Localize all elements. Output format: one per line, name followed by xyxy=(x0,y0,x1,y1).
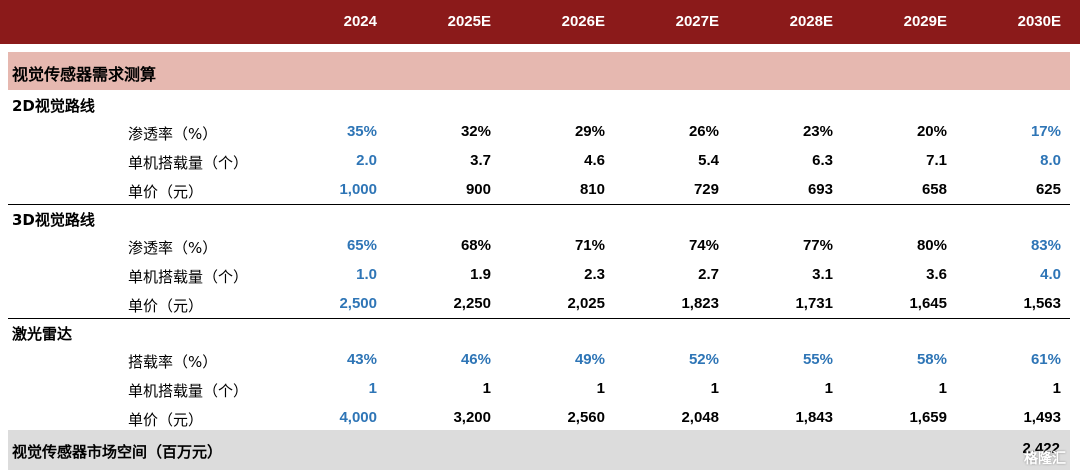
table-cell: 1,659 xyxy=(909,409,947,426)
table-cell: 2,560 xyxy=(567,409,605,426)
section-divider xyxy=(8,204,1070,205)
row-label: 渗透率（%） xyxy=(128,239,218,257)
table-cell: 8.0 xyxy=(1040,152,1061,169)
table-cell: 83% xyxy=(1030,237,1061,254)
table-cell: 2.3 xyxy=(584,266,605,283)
row-label: 单机搭载量（个） xyxy=(128,382,249,400)
row-label: 单价（元） xyxy=(128,297,204,315)
table-cell: 74% xyxy=(688,237,719,254)
year-header-2029e: 2029E xyxy=(903,13,947,30)
table-cell: 1,731 xyxy=(795,295,833,312)
year-header-2026e: 2026E xyxy=(561,13,605,30)
watermark-logo: 格隆汇 xyxy=(1024,451,1066,467)
year-header-bar: 2024 2025E 2026E 2027E 2028E 2029E 2030E xyxy=(0,0,1080,44)
table-cell: 65% xyxy=(346,237,377,254)
row-label: 单机搭载量（个） xyxy=(128,154,249,172)
table-cell: 77% xyxy=(802,237,833,254)
table-cell: 1,843 xyxy=(795,409,833,426)
table-cell: 17% xyxy=(1030,123,1061,140)
table-cell: 1 xyxy=(596,380,605,397)
table-cell: 2.7 xyxy=(698,266,719,283)
year-header-2030e: 2030E xyxy=(1017,13,1061,30)
row-label: 单价（元） xyxy=(128,411,204,429)
table-cell: 68% xyxy=(460,237,491,254)
table-cell: 1,563 xyxy=(1023,295,1061,312)
table-cell: 1 xyxy=(710,380,719,397)
section-divider xyxy=(8,318,1070,319)
table-cell: 1.9 xyxy=(470,266,491,283)
section-title-lidar: 激光雷达 xyxy=(12,325,73,343)
table-cell: 3.1 xyxy=(812,266,833,283)
band-title: 视觉传感器需求测算 xyxy=(12,65,157,84)
table-cell: 3,200 xyxy=(453,409,491,426)
table-cell: 58% xyxy=(916,351,947,368)
table-cell: 61% xyxy=(1030,351,1061,368)
table-cell: 4.0 xyxy=(1040,266,1061,283)
table-cell: 3.6 xyxy=(926,266,947,283)
table-cell: 900 xyxy=(465,181,491,198)
table-cell: 4,000 xyxy=(339,409,377,426)
table-cell: 2,250 xyxy=(453,295,491,312)
table-cell: 49% xyxy=(574,351,605,368)
table-cell: 2,025 xyxy=(567,295,605,312)
table-cell: 810 xyxy=(579,181,605,198)
table-cell: 1 xyxy=(824,380,833,397)
table-cell: 1 xyxy=(1052,380,1061,397)
table-cell: 35% xyxy=(346,123,377,140)
table-cell: 29% xyxy=(574,123,605,140)
table-cell: 46% xyxy=(460,351,491,368)
year-header-2028e: 2028E xyxy=(789,13,833,30)
row-label: 单价（元） xyxy=(128,183,204,201)
table-cell: 80% xyxy=(916,237,947,254)
table-cell: 32% xyxy=(460,123,491,140)
table-cell: 1,493 xyxy=(1023,409,1061,426)
section-title-3d: 3D视觉路线 xyxy=(12,211,95,229)
table-cell: 1,000 xyxy=(339,181,377,198)
year-header-2025e: 2025E xyxy=(447,13,491,30)
row-label: 搭载率（%） xyxy=(128,353,218,371)
table-cell: 20% xyxy=(916,123,947,140)
table-cell: 5.4 xyxy=(698,152,719,169)
year-header-2024: 2024 xyxy=(343,13,377,30)
table-cell: 658 xyxy=(921,181,947,198)
section-title-2d: 2D视觉路线 xyxy=(12,97,95,115)
table-cell: 52% xyxy=(688,351,719,368)
table-cell: 2.0 xyxy=(356,152,377,169)
total-label: 视觉传感器市场空间（百万元） xyxy=(12,443,223,461)
table-cell: 23% xyxy=(802,123,833,140)
table-cell: 2,500 xyxy=(339,295,377,312)
table-cell: 4.6 xyxy=(584,152,605,169)
table-cell: 1,823 xyxy=(681,295,719,312)
table-cell: 1,645 xyxy=(909,295,947,312)
table-cell: 55% xyxy=(802,351,833,368)
year-header-2027e: 2027E xyxy=(675,13,719,30)
table-cell: 7.1 xyxy=(926,152,947,169)
total-value: 2,422 xyxy=(1022,440,1060,457)
table-cell: 3.7 xyxy=(470,152,491,169)
table-cell: 1 xyxy=(938,380,947,397)
table-cell: 729 xyxy=(693,181,719,198)
table-cell: 71% xyxy=(574,237,605,254)
table-cell: 1.0 xyxy=(356,266,377,283)
table-cell: 43% xyxy=(346,351,377,368)
table-cell: 625 xyxy=(1035,181,1061,198)
table-cell: 693 xyxy=(807,181,833,198)
table-cell: 1 xyxy=(482,380,491,397)
row-label: 渗透率（%） xyxy=(128,125,218,143)
table-cell: 26% xyxy=(688,123,719,140)
table-cell: 6.3 xyxy=(812,152,833,169)
section-band: 视觉传感器需求测算 xyxy=(8,52,1070,90)
row-label: 单机搭载量（个） xyxy=(128,268,249,286)
total-row: 视觉传感器市场空间（百万元） 2,422 xyxy=(8,430,1070,470)
table-cell: 2,048 xyxy=(681,409,719,426)
table-cell: 1 xyxy=(368,380,377,397)
